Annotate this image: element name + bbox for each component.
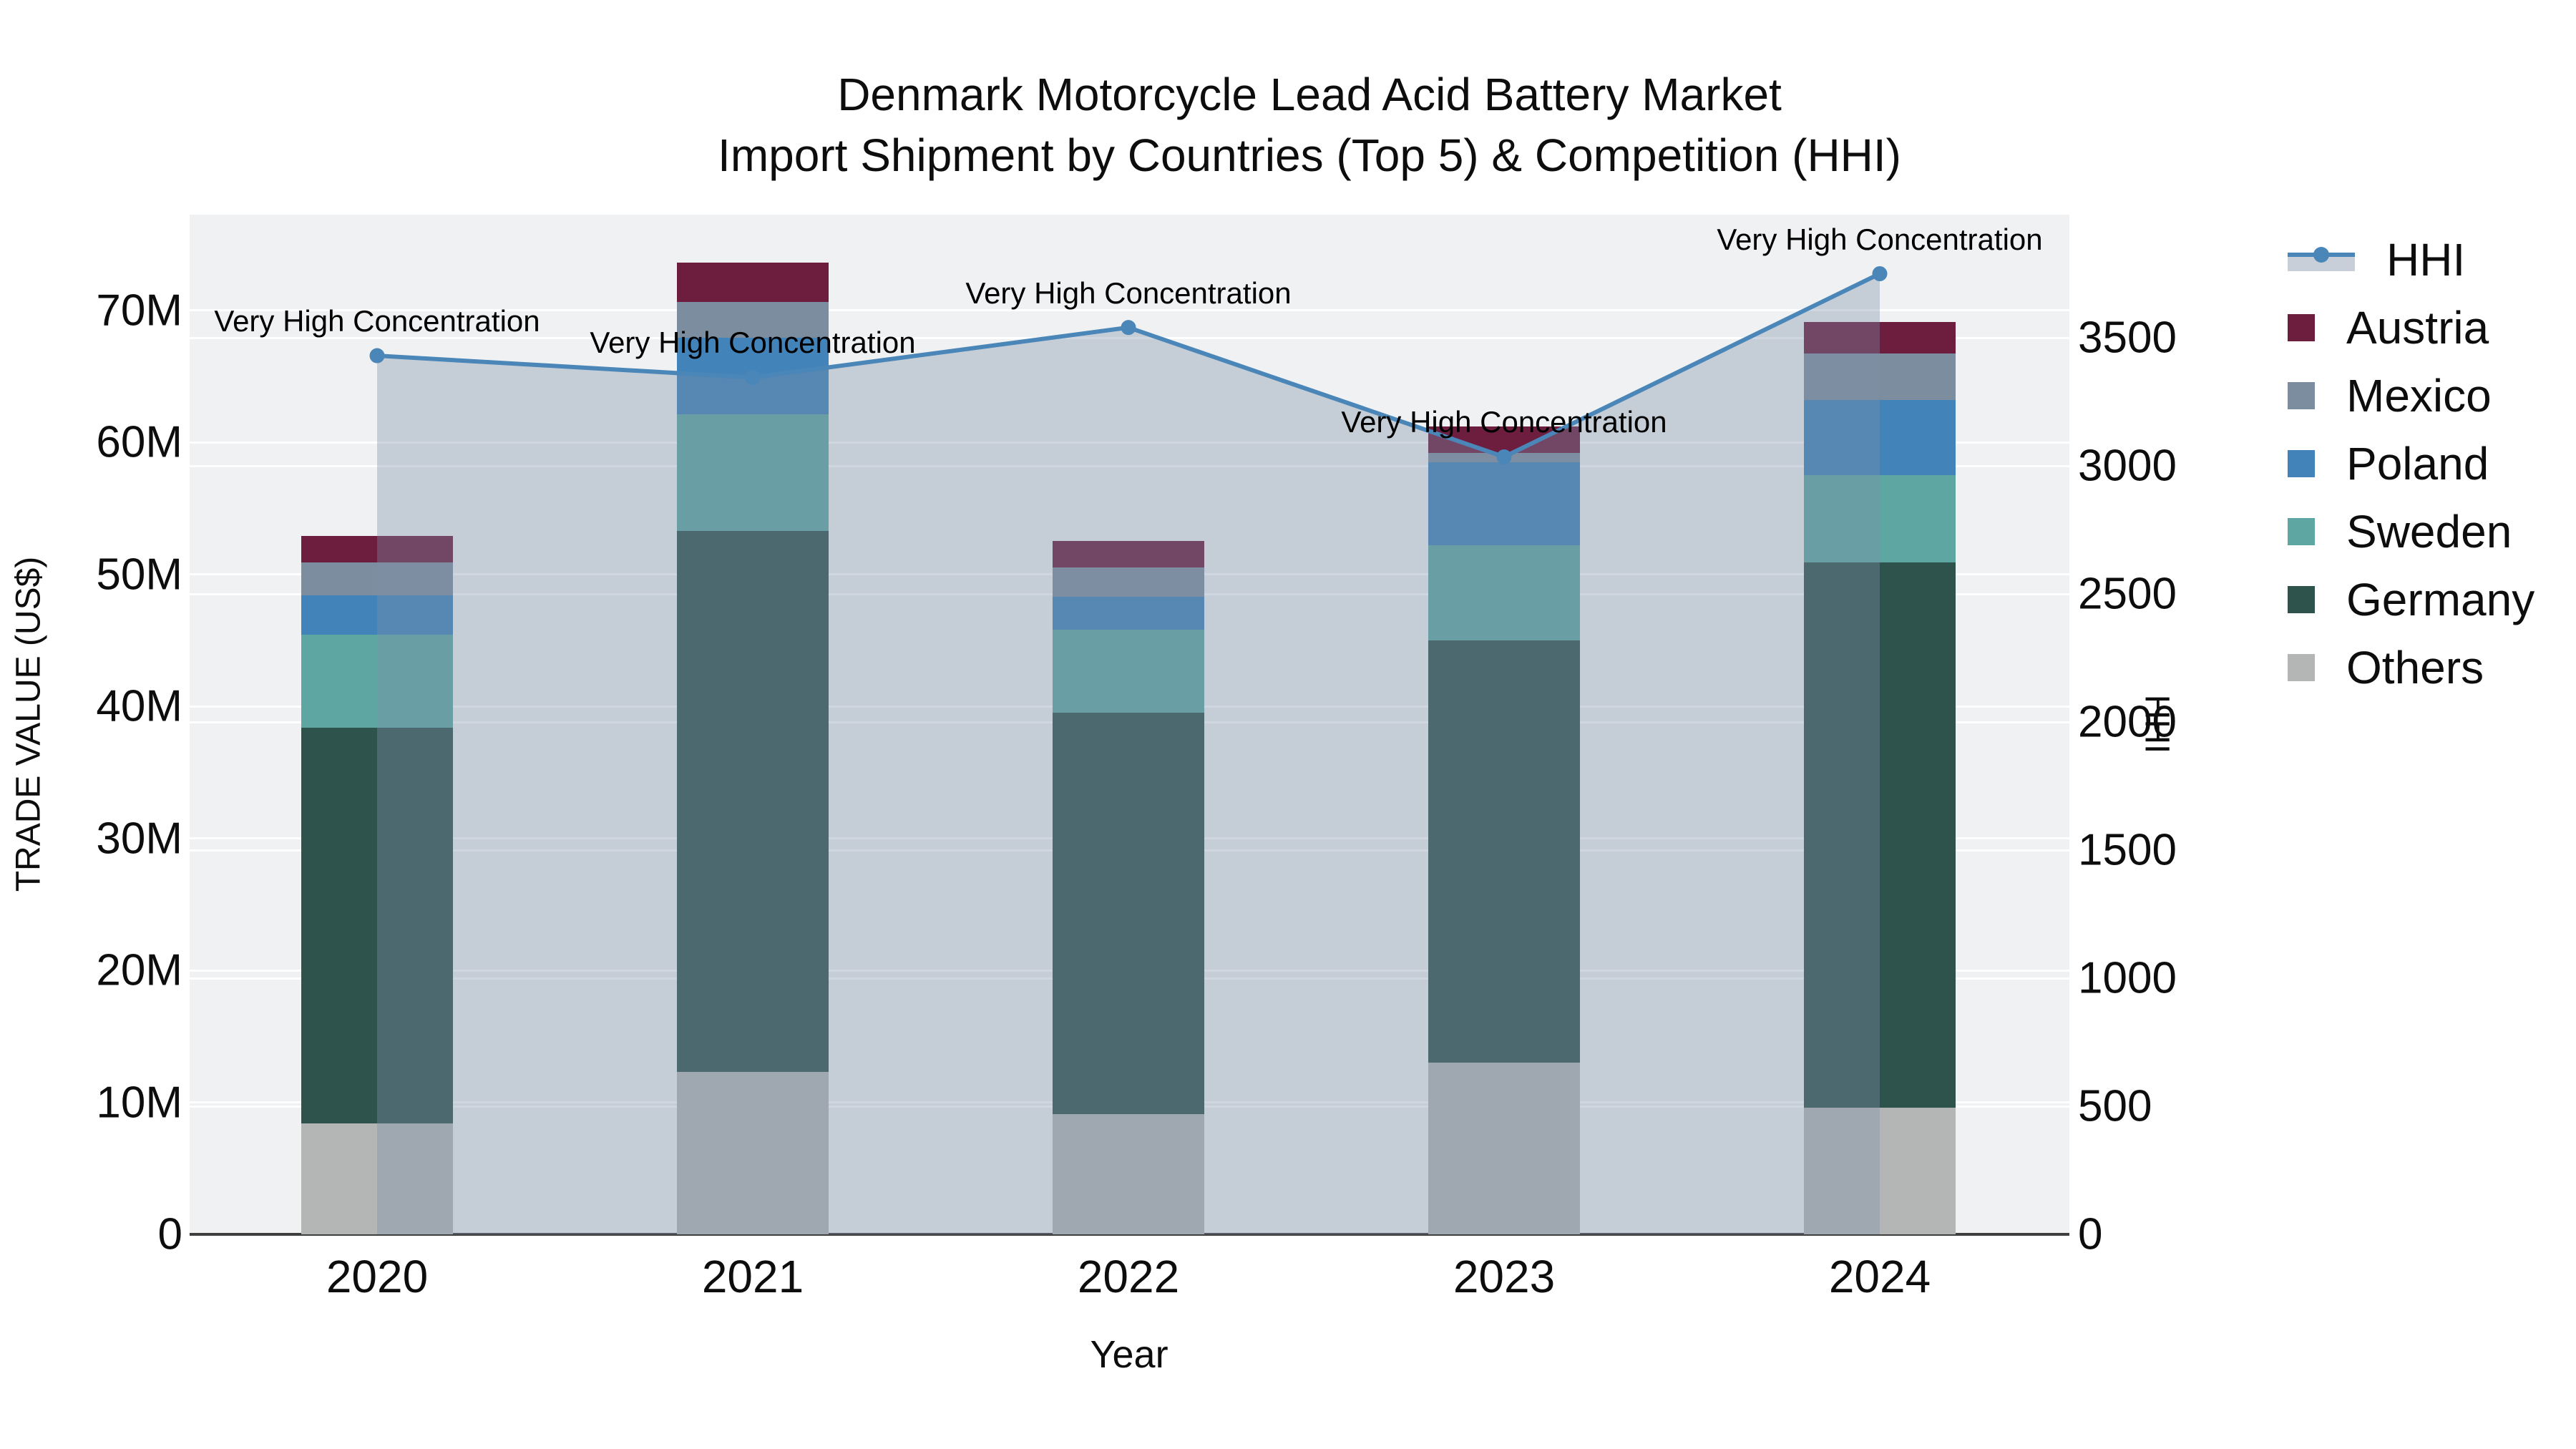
bar-segment-mexico-2024 xyxy=(1804,353,1956,400)
y-right-tick-2000: 2000 xyxy=(2078,697,2177,747)
bar-segment-germany-2024 xyxy=(1804,562,1956,1108)
y-right-tick-0: 0 xyxy=(2078,1209,2103,1259)
annotation-2021: Very High Concentration xyxy=(590,326,916,360)
chart-title-line2: Import Shipment by Countries (Top 5) & C… xyxy=(718,130,1901,181)
bar-segment-austria-2021 xyxy=(677,263,829,303)
bar-segment-austria-2020 xyxy=(301,535,453,562)
bar-segment-poland-2024 xyxy=(1804,399,1956,476)
legend-hhi-line-swatch xyxy=(2288,244,2355,275)
x-tick-2023: 2023 xyxy=(1453,1251,1556,1302)
legend-label-mexico: Mexico xyxy=(2346,370,2492,421)
legend-item-sweden[interactable]: Sweden xyxy=(2288,506,2512,557)
bar-segment-sweden-2024 xyxy=(1804,475,1956,562)
legend-hhi-fill-sample xyxy=(2288,255,2355,271)
x-tick-2021: 2021 xyxy=(701,1251,804,1302)
gridline xyxy=(190,441,2069,444)
legend-label-others: Others xyxy=(2346,642,2484,693)
gridline xyxy=(190,464,2069,467)
bar-segment-others-2024 xyxy=(1804,1107,1956,1234)
bar-segment-others-2020 xyxy=(301,1123,453,1234)
bar-segment-others-2022 xyxy=(1053,1114,1204,1234)
y-axis-right-title: HHI xyxy=(2137,694,2176,754)
legend-label-austria: Austria xyxy=(2346,302,2489,353)
bar-segment-germany-2023 xyxy=(1428,640,1580,1063)
bar-segment-mexico-2022 xyxy=(1053,567,1204,597)
legend-hhi-marker-sample xyxy=(2313,247,2329,263)
bar-segment-mexico-2020 xyxy=(301,562,453,596)
legend-label-poland: Poland xyxy=(2346,438,2489,489)
legend-swatch-germany xyxy=(2288,586,2315,613)
bar-segment-poland-2023 xyxy=(1428,462,1580,545)
y-right-tick-500: 500 xyxy=(2078,1081,2152,1131)
bar-segment-germany-2022 xyxy=(1053,713,1204,1115)
bar-segment-poland-2022 xyxy=(1053,596,1204,630)
y-left-tick-70M: 70M xyxy=(96,286,182,335)
x-tick-2022: 2022 xyxy=(1077,1251,1180,1302)
plot-area xyxy=(190,215,2069,1236)
legend-item-others[interactable]: Others xyxy=(2288,642,2484,693)
bar-segment-poland-2020 xyxy=(301,595,453,635)
legend-swatch-austria xyxy=(2288,314,2315,341)
x-axis-line xyxy=(190,1233,2069,1236)
chart-title-line1: Denmark Motorcycle Lead Acid Battery Mar… xyxy=(837,69,1782,120)
y-right-tick-3000: 3000 xyxy=(2078,441,2177,491)
y-left-tick-40M: 40M xyxy=(96,681,182,731)
legend-swatch-mexico xyxy=(2288,382,2315,409)
legend-item-germany[interactable]: Germany xyxy=(2288,574,2535,625)
annotation-2020: Very High Concentration xyxy=(214,304,540,338)
y-axis-left-title: TRADE VALUE (US$) xyxy=(9,556,48,892)
legend-swatch-others xyxy=(2288,654,2315,681)
y-left-tick-20M: 20M xyxy=(96,945,182,995)
y-left-tick-50M: 50M xyxy=(96,550,182,599)
y-right-tick-1000: 1000 xyxy=(2078,953,2177,1003)
legend-swatch-poland xyxy=(2288,450,2315,477)
bar-segment-germany-2020 xyxy=(301,727,453,1124)
bar-segment-sweden-2020 xyxy=(301,635,453,728)
legend-item-hhi[interactable]: HHI xyxy=(2288,234,2466,286)
legend-item-poland[interactable]: Poland xyxy=(2288,438,2489,489)
y-right-tick-2500: 2500 xyxy=(2078,569,2177,619)
bar-segment-austria-2024 xyxy=(1804,322,1956,354)
legend-label-germany: Germany xyxy=(2346,574,2535,625)
x-tick-2020: 2020 xyxy=(326,1251,429,1302)
bar-segment-others-2023 xyxy=(1428,1063,1580,1234)
y-left-tick-30M: 30M xyxy=(96,814,182,863)
annotation-2023: Very High Concentration xyxy=(1341,405,1667,439)
bar-segment-mexico-2023 xyxy=(1428,452,1580,462)
y-left-tick-0: 0 xyxy=(157,1209,182,1259)
bar-segment-sweden-2023 xyxy=(1428,545,1580,640)
y-right-tick-1500: 1500 xyxy=(2078,825,2177,875)
bar-segment-austria-2022 xyxy=(1053,541,1204,568)
x-tick-2024: 2024 xyxy=(1828,1251,1931,1302)
bar-segment-sweden-2021 xyxy=(677,414,829,531)
annotation-2024: Very High Concentration xyxy=(1717,222,2043,256)
legend-label-hhi: HHI xyxy=(2386,234,2466,286)
y-left-tick-60M: 60M xyxy=(96,417,182,467)
legend-swatch-sweden xyxy=(2288,518,2315,545)
bar-segment-others-2021 xyxy=(677,1072,829,1234)
bar-segment-sweden-2022 xyxy=(1053,629,1204,713)
x-axis-title: Year xyxy=(1090,1333,1169,1376)
legend-item-mexico[interactable]: Mexico xyxy=(2288,370,2492,421)
bar-segment-germany-2021 xyxy=(677,530,829,1073)
annotation-2022: Very High Concentration xyxy=(965,275,1292,310)
legend-label-sweden: Sweden xyxy=(2346,506,2512,557)
y-left-tick-10M: 10M xyxy=(96,1078,182,1127)
legend-item-austria[interactable]: Austria xyxy=(2288,302,2489,353)
y-right-tick-3500: 3500 xyxy=(2078,313,2177,363)
